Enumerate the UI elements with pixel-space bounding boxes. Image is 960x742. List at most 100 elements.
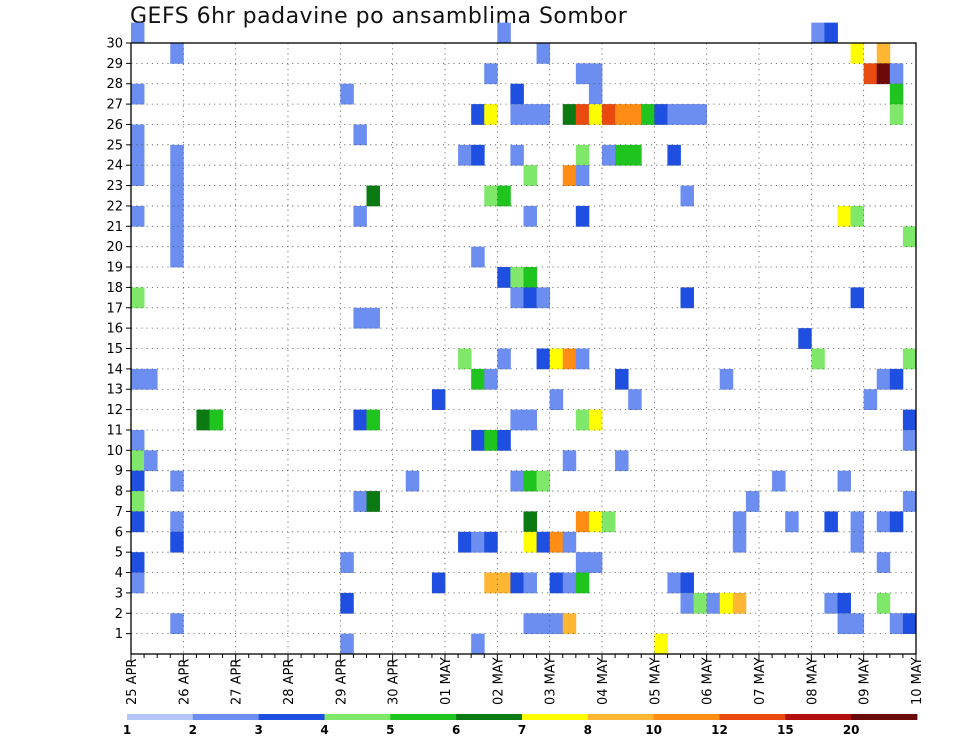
colorbar-tick-label: 1 [123,723,131,737]
heatmap-cell [484,104,498,125]
heatmap-cell [680,104,694,125]
colorbar-swatch [851,714,918,720]
colorbar-tick-label: 12 [711,723,728,737]
colorbar-tick-label: 20 [843,723,860,737]
heatmap-cell [562,531,577,553]
heatmap-cell [863,389,878,410]
colorbar-swatch [324,714,391,720]
heatmap-cell [837,470,851,492]
colorbar-swatch [587,714,655,720]
heatmap-cell [131,491,145,512]
heatmap-cell [902,409,917,431]
heatmap-cell [366,491,380,512]
x-tick-label: 01 MAY [439,657,454,705]
heatmap-cell [484,63,498,85]
heatmap-cell [602,144,616,166]
heatmap-cell [863,63,878,85]
heatmap-cell [575,104,590,125]
heatmap-cell [131,165,145,186]
heatmap-cell [719,368,734,390]
colorbar-swatch [653,714,720,720]
heatmap-cell [654,104,668,125]
y-tick-label: 4 [115,566,123,581]
heatmap-cell [209,409,223,431]
heatmap-cell [549,613,564,635]
y-tick-label: 14 [106,362,123,377]
colorbar-swatch [785,714,852,720]
heatmap-cell [170,531,184,553]
heatmap-cell [523,511,537,533]
heatmap-cell [536,470,551,492]
heatmap-cell [575,63,590,85]
heatmap-cell [562,613,577,635]
y-tick-label: 8 [115,485,123,500]
heatmap-cell [131,205,145,227]
heatmap-cell [575,165,590,186]
x-tick-label: 27 APR [230,659,245,705]
heatmap-cell [340,552,354,573]
heatmap-cell [523,104,537,125]
heatmap-cell [131,144,145,166]
colorbar-tick-label: 6 [452,723,460,737]
y-tick-label: 10 [106,444,123,459]
heatmap-cell [615,144,629,166]
heatmap-cell [131,368,145,390]
heatmap-cell [562,348,577,370]
heatmap-cell [497,572,511,594]
heatmap-cell [510,83,524,105]
heatmap-cell [170,246,184,268]
heatmap-cell [523,470,537,492]
heatmap-cell [471,246,485,268]
colorbar-swatch [390,714,457,720]
heatmap-cell [366,307,380,329]
heatmap-cell [523,287,537,309]
heatmap-cell [876,511,891,533]
x-tick-label: 09 MAY [858,657,873,705]
y-tick-label: 19 [106,261,123,276]
grid-layer [131,43,916,654]
heatmap-cell [575,552,590,573]
heatmap-cell [131,450,145,472]
heatmap-cell [562,165,577,186]
heatmap-cell [837,205,851,227]
heatmap-cell [575,348,590,370]
heatmap-cell [536,104,551,125]
heatmap-cell [405,470,420,492]
heatmap-cell [850,287,865,309]
colorbar-swatch [127,714,194,720]
y-ticks: 1234567891011121314151617181920212223242… [106,37,131,642]
heatmap-cell [144,450,158,472]
heatmap-cell [484,572,498,594]
x-tick-label: 06 MAY [701,657,716,705]
heatmap-cell [170,613,184,635]
heatmap-cell [170,226,184,248]
heatmap-cell [131,22,145,44]
heatmap-cell [732,531,747,553]
heatmap-cell [732,511,747,533]
heatmap-cell [131,511,145,533]
y-tick-label: 20 [106,240,123,255]
heatmap-cell [471,144,485,166]
heatmap-cell [693,592,708,614]
colorbar-tick-label: 5 [386,723,394,737]
heatmap-cell [549,531,564,553]
x-tick-label: 04 MAY [596,657,611,705]
colorbar-tick-label: 15 [777,723,794,737]
heatmap-cell [510,409,524,431]
heatmap-cell [196,409,210,431]
heatmap-cell [471,368,485,390]
heatmap-cell [602,511,616,533]
x-tick-label: 07 MAY [753,657,768,705]
y-tick-label: 21 [106,220,123,235]
heatmap-cell [431,389,446,410]
heatmap-cell [562,450,577,472]
heatmap-cell [431,572,446,594]
y-tick-label: 2 [115,607,123,622]
heatmap-cell [484,185,498,207]
colorbar-swatch [456,714,523,720]
heatmap-cell [484,429,498,451]
colorbar: 1 2 3 4 5 6 7 8 10 12 15 20 [123,714,918,737]
y-tick-label: 26 [106,118,123,133]
heatmap-cell [654,633,668,655]
heatmap-cell [523,531,537,553]
